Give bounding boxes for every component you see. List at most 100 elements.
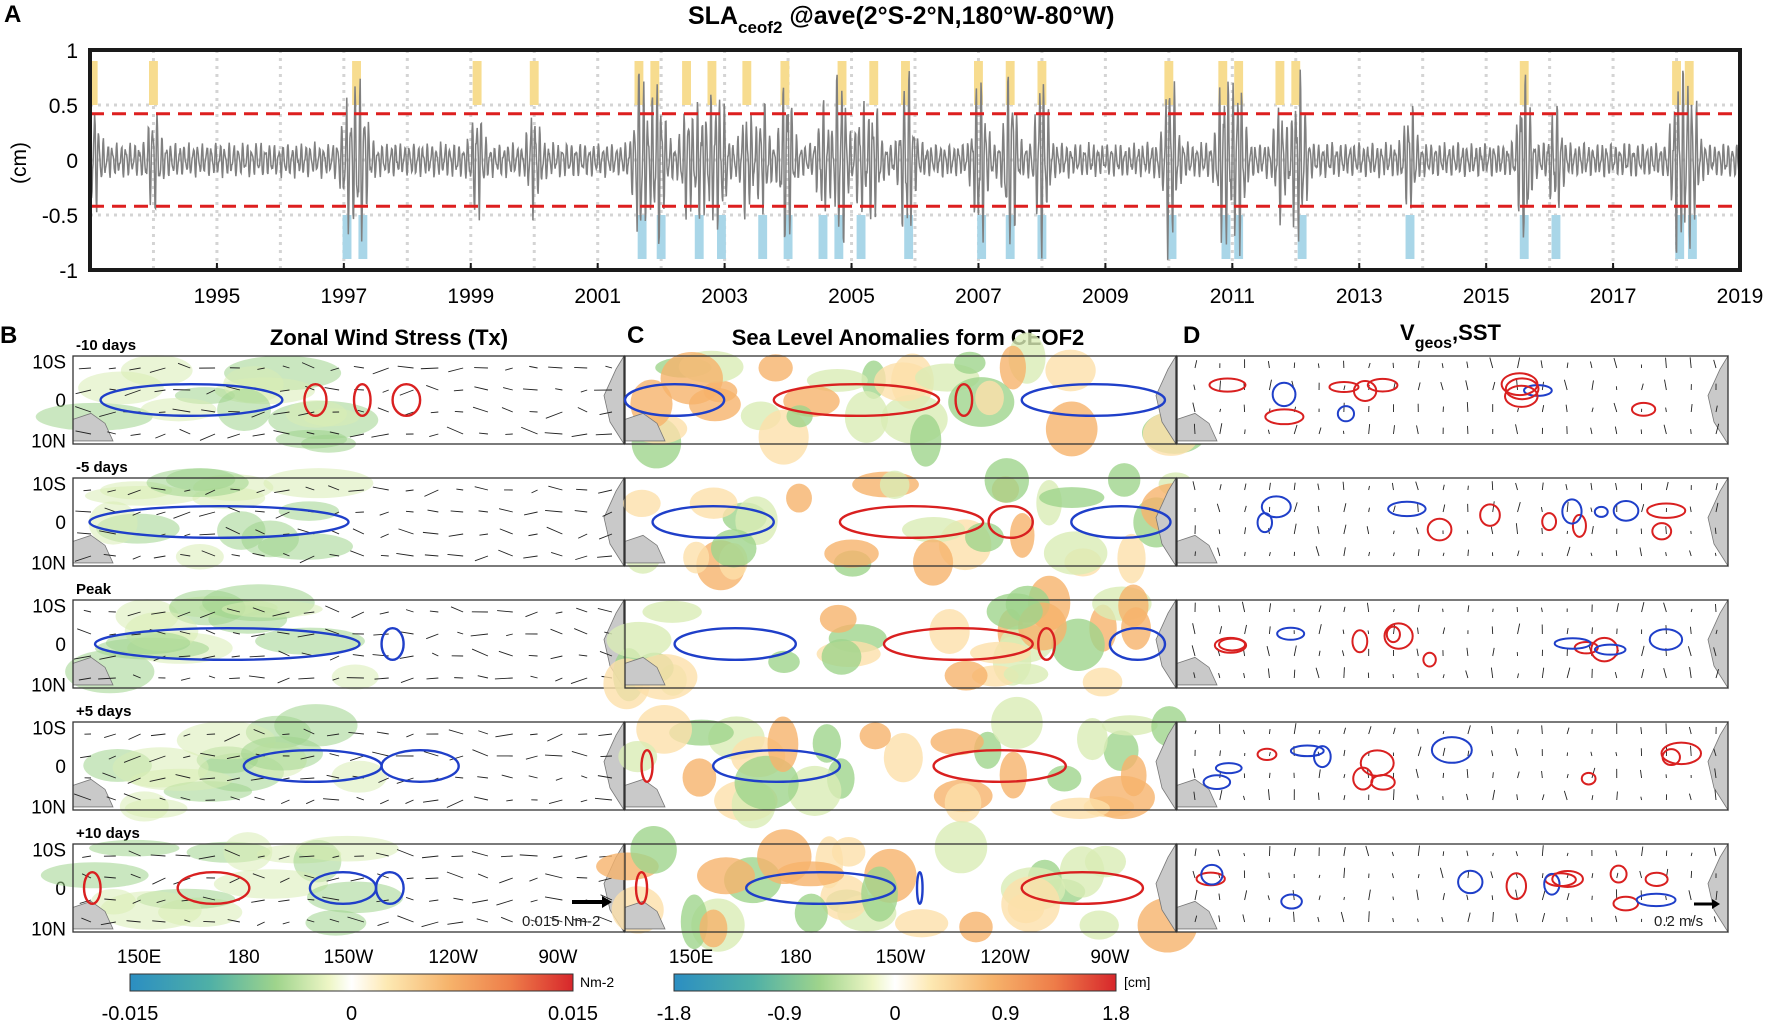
map-vector (1219, 408, 1222, 413)
map-lon-label: 180 (228, 947, 260, 968)
map-shading (929, 608, 970, 654)
map-shading (975, 380, 1004, 416)
map-vector (501, 774, 513, 779)
map-vector (1416, 425, 1419, 435)
map-vector (173, 511, 191, 519)
map-shading (263, 468, 374, 499)
map-contour (640, 748, 654, 784)
map-row: Peak 10S 0 10N (31, 575, 1729, 710)
map-vector (1266, 645, 1270, 657)
map-contour (176, 870, 251, 906)
map-vector (550, 628, 563, 635)
map-vector (575, 855, 588, 860)
map-panel (72, 704, 625, 822)
panel-a-positive-event (1164, 61, 1174, 105)
map-row-label: +5 days (76, 703, 131, 720)
map-vector (1194, 360, 1198, 369)
map-vector (1515, 523, 1518, 535)
map-shading (636, 705, 692, 754)
map-contour (380, 626, 405, 662)
map-contour (1108, 626, 1167, 662)
map-vector (1417, 873, 1420, 879)
map-vector (525, 611, 538, 618)
map-vector (1318, 769, 1321, 779)
map-vector (226, 755, 240, 759)
map-vector (278, 855, 290, 860)
map-sst-contour (1609, 864, 1628, 884)
map-vector (1417, 549, 1420, 557)
map-shading (140, 397, 217, 422)
map-vector (332, 677, 340, 681)
map-sst-contour (1648, 628, 1684, 651)
map-vector (379, 611, 389, 615)
map-vector (75, 510, 92, 513)
map-vector (1392, 896, 1394, 901)
map-vector (200, 611, 216, 619)
map-vector (184, 919, 191, 923)
panel-a-negative-event (637, 215, 647, 259)
map-row-label: -10 days (76, 337, 136, 354)
map-vector (1566, 667, 1571, 679)
map-vector (1393, 530, 1395, 535)
map-background (1177, 844, 1728, 932)
map-sst-contour (1426, 517, 1453, 542)
map-vector (1541, 912, 1546, 923)
panel-a-title-rest: @ave(2°S-2°N,180°W-80°W) (782, 2, 1114, 30)
map-shading (630, 825, 677, 874)
map-sst-contour (1366, 377, 1399, 393)
map-panel (35, 354, 625, 453)
panel-a-negative-event (904, 215, 914, 259)
map-vector (380, 554, 389, 557)
map-vector (378, 777, 389, 783)
panel-a-xtick-label: 2005 (828, 285, 875, 308)
map-vector (257, 367, 265, 370)
map-panel (596, 821, 1198, 953)
map-vector (506, 799, 513, 802)
map-vector (598, 733, 613, 737)
map-shading (944, 660, 988, 691)
map-row-label: -5 days (76, 459, 128, 476)
map-vector (1715, 423, 1720, 435)
map-shading (1001, 876, 1060, 933)
map-vector (350, 755, 365, 761)
map-shading (697, 857, 755, 895)
map-vector (1219, 790, 1223, 801)
panel-a-ytick-label: 0.5 (49, 95, 78, 118)
map-vector (130, 433, 141, 436)
map-vector (1715, 405, 1718, 413)
map-vector (1442, 747, 1446, 757)
map-shading (175, 544, 224, 570)
map-vector (1442, 893, 1445, 901)
map-vector (206, 389, 216, 395)
map-vector (205, 629, 216, 635)
map-vector (1490, 667, 1494, 679)
map-sst-contour (1630, 401, 1657, 417)
map-vector (1540, 507, 1543, 513)
map-vector (374, 677, 389, 680)
map-vector (1243, 650, 1246, 657)
map-vector (277, 631, 290, 635)
map-vector (305, 486, 315, 491)
map-vector (447, 921, 464, 925)
map-vector (1541, 405, 1545, 413)
map-vector (230, 488, 240, 491)
map-vector (1565, 484, 1568, 491)
map-vector (1616, 791, 1618, 801)
map-vector (1467, 725, 1471, 735)
map-vector (272, 611, 290, 617)
map-vector (429, 610, 439, 613)
map-vector (427, 509, 439, 513)
map-frame (1176, 721, 1729, 811)
colorbar-c-unit: [cm] (1124, 974, 1150, 990)
map-vector (179, 428, 191, 435)
map-vector (1688, 890, 1692, 901)
map-vector (599, 651, 613, 657)
map-shading (930, 728, 984, 756)
map-vector (184, 533, 191, 537)
map-contour (82, 870, 102, 906)
panel-a-positive-event (1519, 61, 1529, 105)
map-vector (132, 511, 141, 516)
map-vector (1566, 501, 1569, 513)
map-vector (422, 531, 439, 535)
map-vector (1615, 752, 1618, 757)
